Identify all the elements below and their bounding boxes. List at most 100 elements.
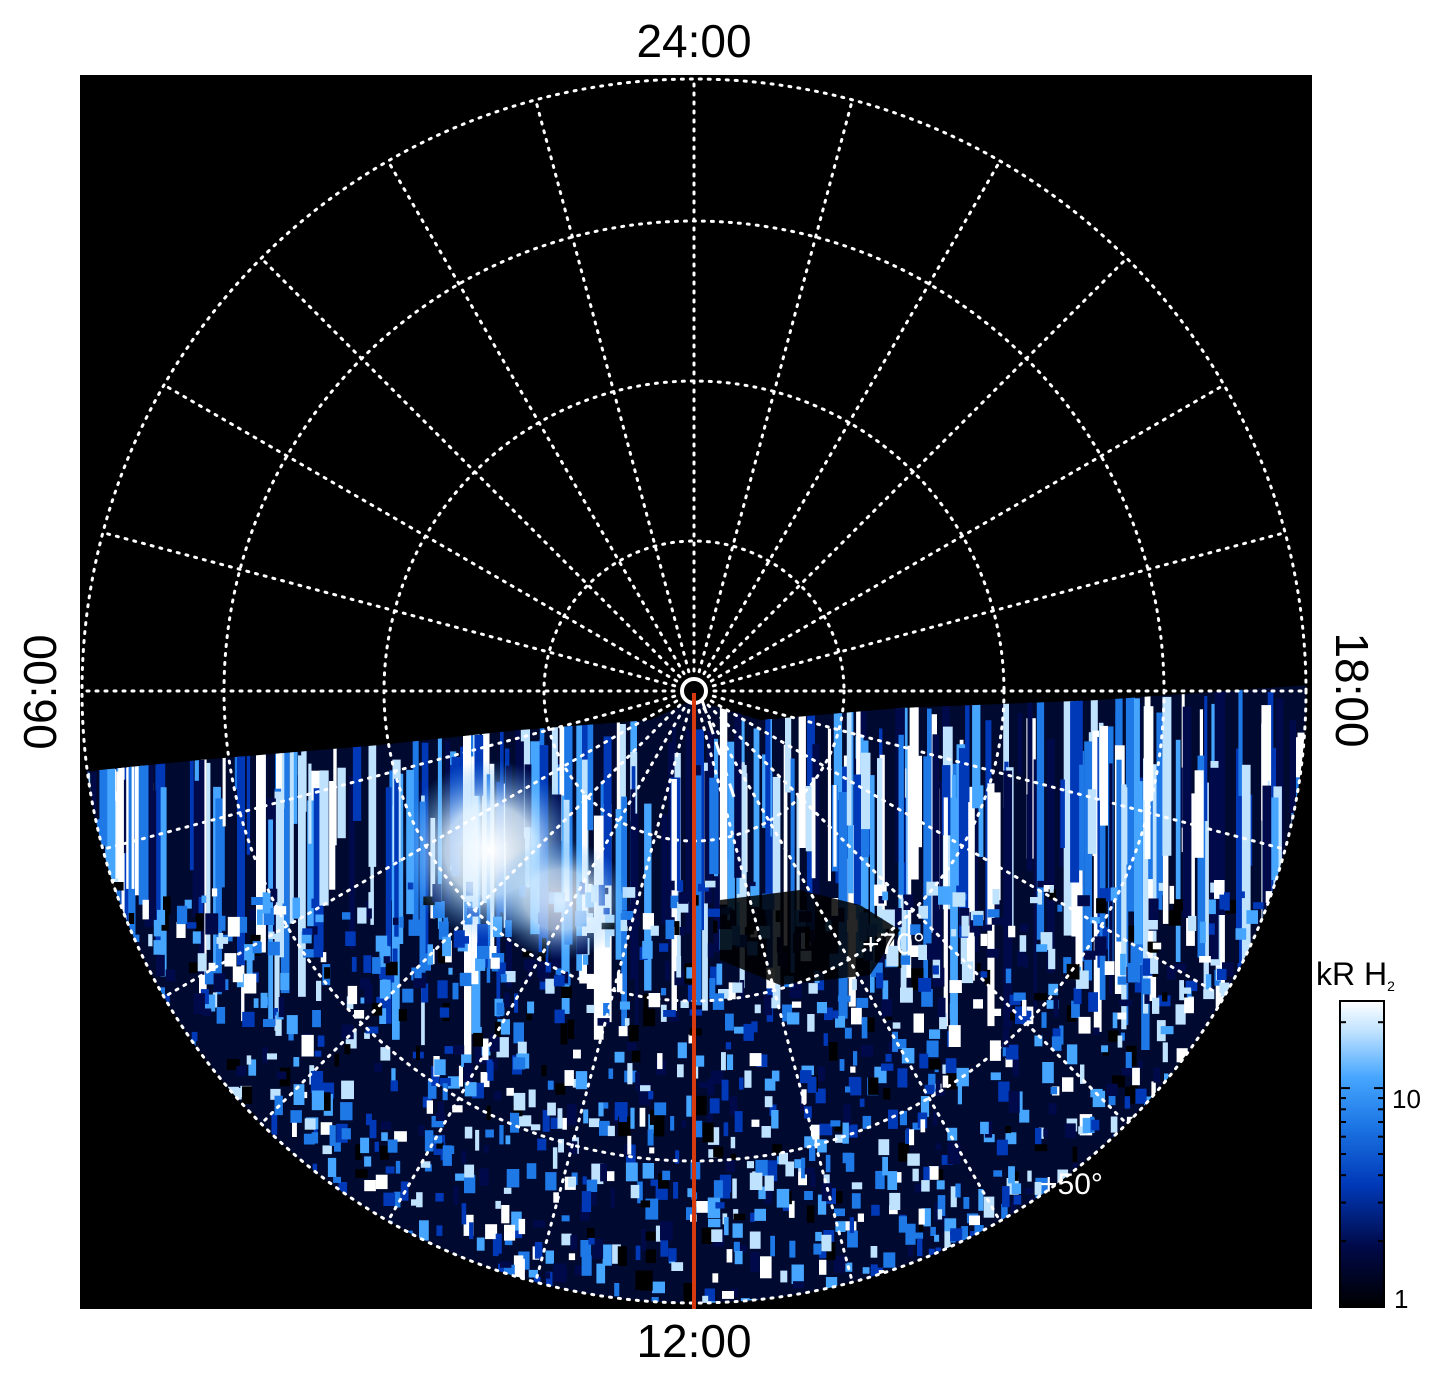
emission-pixel: [351, 957, 357, 972]
emission-pixel: [849, 1217, 854, 1234]
local-time-meridian: [711, 694, 1287, 851]
emission-strip: [1312, 799, 1318, 897]
emission-pixel: [789, 1240, 796, 1258]
emission-pixel: [631, 1050, 641, 1063]
emission-strip: [978, 785, 984, 857]
colorbar-tick-label-10: 10: [1392, 1084, 1421, 1114]
emission-pixel: [1099, 888, 1113, 902]
emission-pixel: [840, 1262, 853, 1272]
emission-pixel: [435, 1113, 446, 1121]
emission-pixel: [893, 1039, 907, 1050]
emission-strip: [950, 797, 958, 1027]
emission-strip: [1046, 739, 1055, 973]
emission-strip: [644, 803, 652, 991]
emission-pixel: [749, 1172, 763, 1190]
emission-pixel: [947, 1142, 961, 1165]
emission-pixel: [713, 920, 718, 934]
emission-pixel: [1023, 954, 1028, 968]
emission-pixel: [480, 1072, 490, 1088]
emission-pixel: [304, 1118, 316, 1130]
emission-pixel: [375, 1174, 388, 1190]
emission-strip: [192, 776, 199, 917]
emission-pixel: [399, 916, 404, 928]
emission-pixel: [653, 1114, 665, 1137]
emission-pixel: [608, 1068, 614, 1079]
emission-pixel: [804, 1167, 815, 1175]
emission-pixel: [910, 924, 921, 935]
emission-pixel: [483, 1145, 489, 1153]
emission-pixel: [463, 1214, 474, 1236]
emission-pixel: [357, 907, 367, 924]
emission-pixel: [461, 1203, 467, 1225]
emission-pixel: [338, 1182, 348, 1199]
emission-pixel: [1048, 889, 1057, 900]
emission-pixel: [749, 1231, 761, 1249]
emission-strip: [1063, 692, 1073, 936]
emission-pixel: [699, 1081, 711, 1088]
emission-pixel: [1222, 962, 1234, 977]
emission-pixel: [801, 1089, 807, 1104]
emission-pixel: [402, 988, 414, 1003]
emission-pixel: [791, 1001, 802, 1008]
emission-pixel: [553, 1192, 559, 1203]
emission-pixel: [793, 1281, 804, 1289]
emission-pixel: [533, 1220, 546, 1228]
emission-pixel: [974, 1225, 984, 1238]
emission-pixel: [562, 1117, 567, 1130]
local-time-meridian: [706, 256, 1129, 679]
emission-pixel: [647, 1129, 654, 1146]
emission-pixel: [658, 1173, 669, 1189]
emission-pixel: [1037, 890, 1043, 905]
emission-pixel: [926, 1040, 939, 1058]
emission-pixel: [313, 1124, 318, 1137]
emission-pixel: [477, 943, 490, 959]
emission-pixel: [935, 1079, 941, 1089]
emission-strip: [762, 754, 768, 828]
emission-pixel: [707, 1301, 718, 1303]
emission-pixel: [581, 1191, 592, 1213]
emission-pixel: [993, 1008, 1002, 1016]
emission-pixel: [293, 1057, 300, 1067]
emission-pixel: [1013, 1195, 1022, 1205]
emission-pixel: [648, 1091, 654, 1100]
emission-pixel: [437, 980, 448, 999]
emission-pixel: [345, 1030, 357, 1049]
emission-pixel: [941, 1155, 953, 1165]
emission-pixel: [980, 971, 988, 978]
emission-pixel: [1034, 1182, 1042, 1195]
emission-pixel: [670, 1116, 675, 1131]
emission-strip: [603, 736, 612, 886]
emission-pixel: [394, 1191, 401, 1208]
emission-pixel: [635, 1245, 641, 1261]
emission-strip: [394, 778, 399, 937]
emission-pixel: [907, 1246, 914, 1257]
emission-pixel: [186, 922, 197, 929]
emission-pixel: [438, 921, 449, 940]
emission-pixel: [1008, 1091, 1020, 1113]
emission-pixel: [804, 1136, 815, 1148]
emission-pixel: [984, 969, 991, 985]
emission-pixel: [1173, 963, 1186, 972]
emission-pixel: [726, 1054, 734, 1070]
emission-pixel: [391, 1068, 396, 1085]
emission-pixel: [707, 943, 714, 958]
emission-pixel: [850, 1066, 856, 1073]
emission-pixel: [832, 1010, 839, 1019]
emission-pixel: [1066, 1044, 1078, 1065]
emission-pixel: [900, 987, 913, 1003]
local-time-meridian: [162, 699, 679, 999]
emission-pixel: [618, 1026, 628, 1037]
emission-pixel: [643, 1008, 656, 1027]
emission-pixel: [851, 1193, 861, 1209]
emission-pixel: [650, 1179, 660, 1186]
emission-pixel: [453, 1045, 465, 1055]
emission-strip: [99, 707, 108, 846]
emission-pixel: [1117, 1012, 1127, 1020]
emission-pixel: [347, 985, 358, 1005]
emission-strip: [1289, 720, 1296, 813]
emission-pixel: [750, 1212, 756, 1222]
emission-pixel: [1036, 944, 1048, 952]
emission-pixel: [545, 1250, 554, 1264]
emission-strip: [685, 729, 691, 934]
emission-pixel: [598, 1102, 604, 1117]
